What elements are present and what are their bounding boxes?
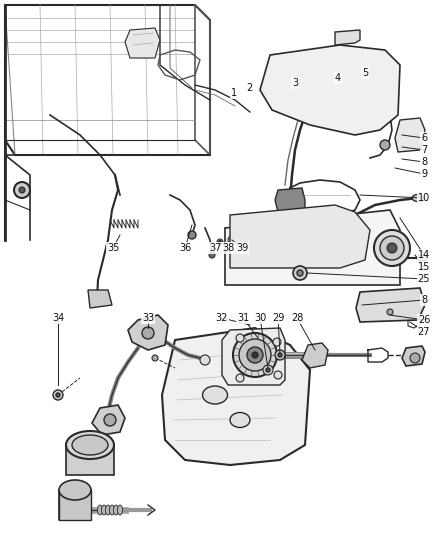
Ellipse shape [66,431,114,459]
Polygon shape [92,405,125,435]
Text: 38: 38 [222,243,234,253]
Polygon shape [66,445,114,475]
Text: 7: 7 [421,145,427,155]
Text: 37: 37 [209,243,221,253]
Circle shape [297,270,303,276]
Circle shape [236,334,244,342]
Text: 2: 2 [246,83,252,93]
Polygon shape [162,328,310,465]
Ellipse shape [417,255,427,261]
Text: 8: 8 [421,157,427,167]
Text: 33: 33 [142,313,154,323]
Text: 14: 14 [418,250,430,260]
Text: 5: 5 [362,68,368,78]
Circle shape [188,231,196,239]
Circle shape [19,187,25,193]
Text: 26: 26 [418,315,430,325]
Polygon shape [225,210,400,285]
Circle shape [380,140,390,150]
Circle shape [56,393,60,397]
Circle shape [152,355,158,361]
Circle shape [236,374,244,382]
Circle shape [219,240,222,244]
Circle shape [256,354,264,362]
Polygon shape [88,290,112,308]
Text: 15: 15 [418,262,430,272]
Ellipse shape [59,480,91,500]
Polygon shape [395,118,425,152]
Circle shape [278,353,282,357]
Ellipse shape [117,505,123,515]
Ellipse shape [202,386,227,404]
Polygon shape [125,28,160,58]
Polygon shape [275,188,305,212]
Text: 6: 6 [421,133,427,143]
Text: 32: 32 [216,313,228,323]
Polygon shape [260,45,400,135]
Circle shape [374,230,410,266]
Text: 39: 39 [236,243,248,253]
Circle shape [14,182,30,198]
Ellipse shape [98,505,102,515]
Circle shape [142,327,154,339]
Ellipse shape [72,435,108,455]
Circle shape [233,333,277,377]
Circle shape [293,266,307,280]
Text: 34: 34 [52,313,64,323]
Circle shape [274,371,282,379]
Polygon shape [222,328,285,385]
Circle shape [239,339,271,371]
Text: 28: 28 [291,313,303,323]
Text: 36: 36 [179,243,191,253]
Text: 25: 25 [418,274,430,284]
Polygon shape [356,288,425,322]
Circle shape [104,414,116,426]
Text: 3: 3 [292,78,298,88]
Text: 8: 8 [421,295,427,305]
Text: 4: 4 [335,73,341,83]
Text: 9: 9 [421,169,427,179]
Circle shape [380,236,404,260]
Circle shape [247,347,263,363]
Polygon shape [230,205,370,268]
Ellipse shape [106,505,110,515]
Circle shape [263,365,273,375]
Ellipse shape [230,413,250,427]
Circle shape [275,350,285,360]
Circle shape [53,390,63,400]
Polygon shape [335,30,360,45]
Ellipse shape [110,505,114,515]
Text: 35: 35 [107,243,119,253]
Circle shape [410,353,420,363]
Text: 1: 1 [231,88,237,98]
Polygon shape [302,343,328,368]
Text: 27: 27 [418,327,430,337]
Circle shape [387,309,393,315]
Circle shape [266,368,270,372]
Circle shape [387,243,397,253]
Ellipse shape [102,505,106,515]
Circle shape [226,361,234,369]
Polygon shape [402,346,425,366]
Polygon shape [59,490,91,520]
Circle shape [273,338,281,346]
Circle shape [228,236,236,244]
Text: 10: 10 [418,193,430,203]
Circle shape [209,252,215,258]
Text: 31: 31 [237,313,249,323]
Polygon shape [128,315,168,350]
Text: 30: 30 [254,313,266,323]
Text: 29: 29 [272,313,284,323]
Circle shape [252,352,258,358]
Ellipse shape [412,195,424,201]
Circle shape [200,355,210,365]
Ellipse shape [113,505,119,515]
